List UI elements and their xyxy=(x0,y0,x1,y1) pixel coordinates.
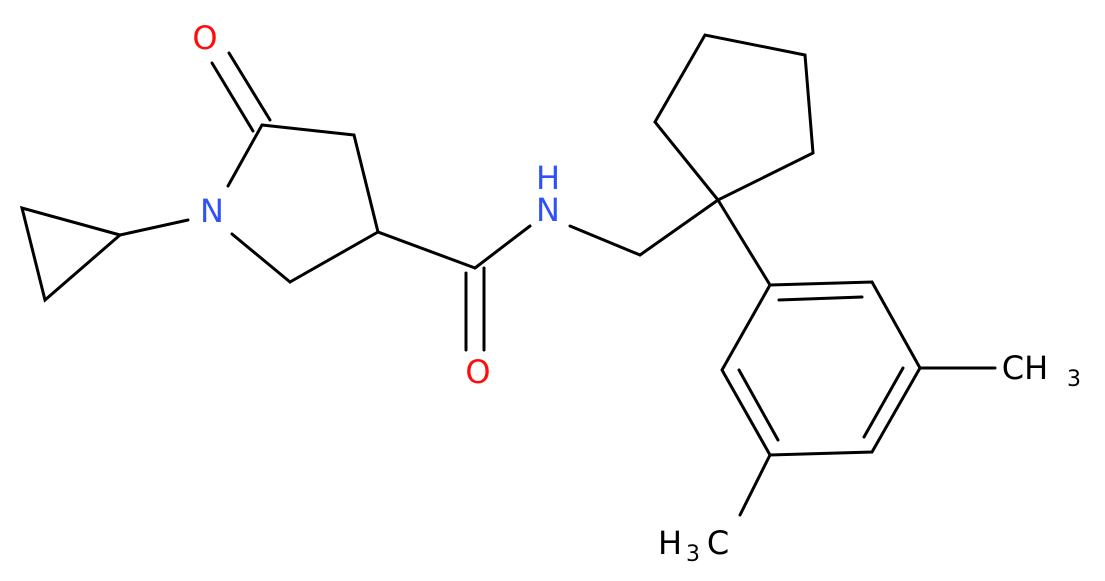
atom-label: N xyxy=(536,191,560,229)
bonds xyxy=(19,33,997,517)
double-bond xyxy=(227,51,272,122)
bond xyxy=(118,218,190,237)
benzene xyxy=(720,280,922,457)
atom-label: H xyxy=(658,524,682,562)
bond xyxy=(260,123,356,137)
cyclopentane xyxy=(653,33,815,202)
bond xyxy=(230,232,292,284)
bond xyxy=(226,123,264,188)
atom-label-subscript: 3 xyxy=(686,542,700,567)
bond xyxy=(352,133,380,234)
bond xyxy=(638,198,720,257)
bond xyxy=(738,453,772,517)
aromatic-bond xyxy=(862,366,905,439)
atom-label: O xyxy=(465,353,490,391)
aromatic-bond xyxy=(777,295,864,302)
atom-label-subscript: 3 xyxy=(1067,367,1081,392)
aromatic-bond xyxy=(737,368,780,442)
double-bond xyxy=(210,61,255,133)
bond xyxy=(376,230,477,270)
atom-label: H xyxy=(536,159,560,197)
bond xyxy=(568,224,642,257)
cyclopropane xyxy=(19,205,124,303)
atom-label: O xyxy=(192,19,217,57)
atom-label: C xyxy=(707,524,729,562)
bond xyxy=(716,198,772,287)
atom-label: CH xyxy=(1002,349,1048,387)
bond xyxy=(473,224,532,270)
atom-label: N xyxy=(200,192,224,230)
bond xyxy=(288,230,380,284)
